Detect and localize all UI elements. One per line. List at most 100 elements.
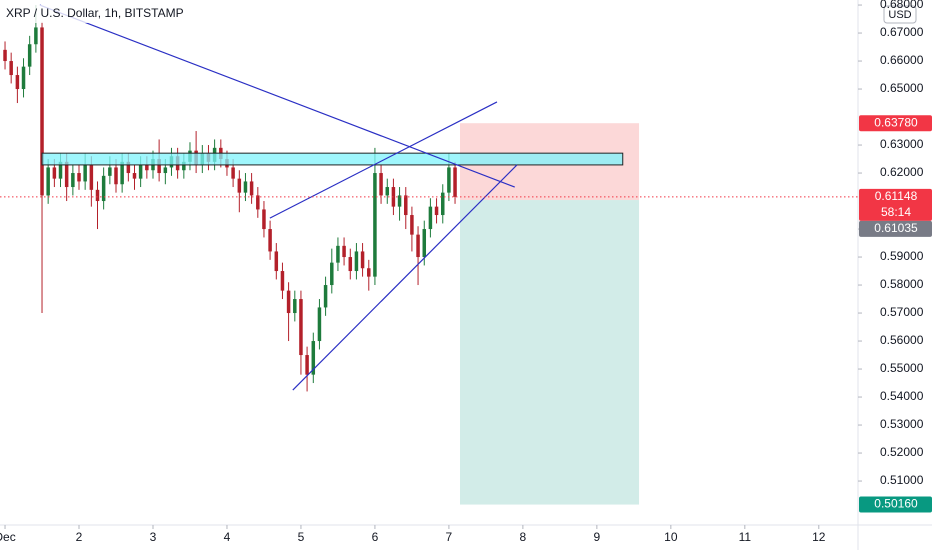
candle-body — [34, 27, 38, 45]
candle-body — [3, 49, 7, 62]
x-tick-label: 4 — [224, 530, 231, 544]
candle-body — [286, 290, 291, 314]
x-tick-label: 8 — [520, 530, 527, 544]
chart-title: XRP / U.S. Dollar, 1h, BITSTAMP — [6, 6, 184, 20]
y-tick-label: 0.66000 — [880, 53, 924, 67]
candle-body — [243, 181, 248, 193]
candle-body — [317, 307, 322, 342]
price-label: 0.61035 — [874, 221, 918, 235]
candle-body — [95, 189, 100, 202]
candle-body — [114, 167, 118, 185]
x-tick-label: 9 — [594, 530, 601, 544]
candle-body — [422, 229, 427, 258]
y-tick-label: 0.58000 — [880, 277, 924, 291]
candle-body — [145, 164, 149, 171]
candle-body — [52, 167, 57, 179]
candle-body — [126, 161, 131, 174]
y-tick-label: 0.57000 — [880, 305, 924, 319]
price-label-bg — [859, 115, 932, 132]
x-tick-label: 5 — [298, 530, 305, 544]
x-tick-label: 2 — [76, 530, 83, 544]
candle-body — [256, 195, 260, 210]
candle-body — [71, 173, 75, 188]
candle-body — [120, 161, 124, 185]
x-tick-label: 3 — [150, 530, 157, 544]
candle-body — [311, 341, 316, 375]
x-tick-label: 6 — [372, 530, 379, 544]
candle-body — [15, 75, 20, 90]
x-tick-label: 7 — [446, 530, 453, 544]
candle-body — [21, 66, 26, 90]
price-label-bg — [859, 220, 932, 237]
y-tick-label: 0.51000 — [880, 473, 924, 487]
candle-body — [434, 206, 439, 216]
candle-body — [428, 206, 433, 230]
y-tick-label: 0.63000 — [880, 137, 924, 151]
candle-body — [58, 161, 63, 179]
trendline — [292, 164, 518, 391]
candle-body — [416, 234, 420, 258]
candle-body — [83, 164, 87, 182]
candle-body — [354, 251, 359, 272]
y-tick-label: 0.52000 — [880, 445, 924, 459]
candle-body — [132, 173, 137, 179]
candle-body — [9, 61, 13, 76]
candle-body — [410, 215, 414, 235]
candle-body — [385, 187, 390, 196]
candle-body — [27, 44, 32, 67]
candle-body — [262, 209, 266, 230]
candle-body — [77, 173, 81, 182]
zone — [41, 152, 624, 166]
candle-body — [274, 251, 279, 272]
candle-body — [280, 271, 285, 291]
price-label-bg — [859, 496, 932, 513]
candle-body — [268, 229, 272, 252]
currency-box[interactable] — [883, 5, 917, 24]
candle-body — [293, 299, 297, 314]
y-tick-label: 0.56000 — [880, 333, 924, 347]
title-bg — [2, 5, 178, 23]
candle-body — [101, 175, 106, 202]
candle-body — [367, 268, 371, 277]
candle-body — [237, 178, 242, 193]
candle-body — [249, 181, 254, 196]
candle-body — [404, 195, 408, 216]
candle-body — [231, 167, 235, 179]
trendline — [269, 101, 498, 219]
candle-body — [360, 251, 365, 269]
candle-body — [348, 257, 353, 272]
trendline — [39, 4, 515, 188]
candle-body — [397, 195, 402, 207]
candle-body — [163, 167, 168, 174]
y-tick-label: 0.68000 — [880, 0, 924, 11]
candle-body — [46, 167, 50, 196]
y-tick-label: 0.54000 — [880, 389, 924, 403]
candle-body — [379, 173, 383, 196]
candle-body — [305, 355, 309, 375]
candle-body — [157, 159, 161, 174]
y-tick-label: 0.55000 — [880, 361, 924, 375]
countdown: 58:14 — [881, 205, 911, 219]
candle-body — [89, 164, 94, 190]
candle-body — [108, 167, 112, 176]
y-tick-label: 0.59000 — [880, 249, 924, 263]
candle-body — [330, 262, 334, 286]
candle-body — [299, 299, 303, 356]
price-label-bg — [859, 188, 932, 221]
candle-body — [182, 161, 186, 171]
candle-body — [441, 192, 445, 216]
price-label: 0.50160 — [874, 497, 918, 511]
currency[interactable]: USD — [888, 9, 911, 21]
x-tick-label: 10 — [664, 530, 678, 544]
candle-body — [323, 285, 328, 308]
x-tick-label: 11 — [739, 530, 752, 544]
candle-body — [64, 161, 69, 188]
y-tick-label: 0.65000 — [880, 81, 924, 95]
candle-body — [336, 245, 340, 263]
candle-body — [373, 173, 377, 277]
y-tick-label: 0.62000 — [880, 165, 924, 179]
price-label: 0.61148 — [875, 189, 918, 203]
x-tick-label: 12 — [812, 530, 826, 544]
candle-body — [40, 27, 44, 196]
